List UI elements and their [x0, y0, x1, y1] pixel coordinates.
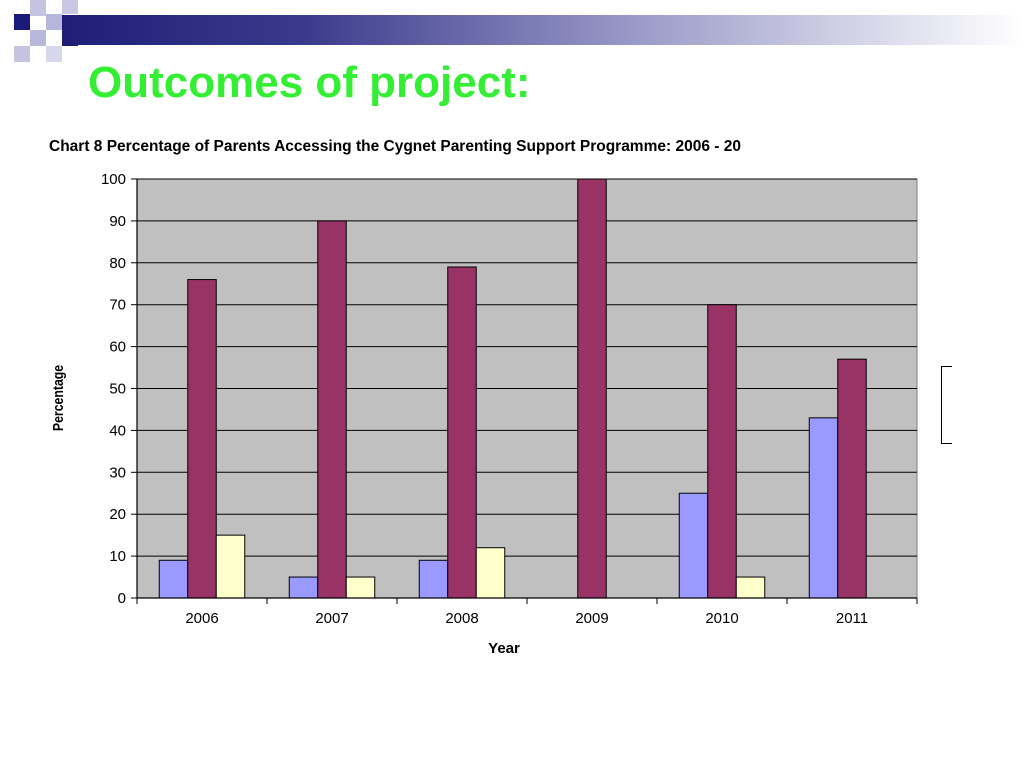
bar-2008-series-1 [418, 559, 449, 599]
bar-2008-series-2 [447, 266, 477, 599]
bar-2009-series-2 [577, 178, 607, 599]
bar-2006-series-2 [187, 279, 217, 599]
x-tick-label: 2007 [315, 610, 348, 627]
gridlines [137, 178, 917, 557]
y-tick-label: 40 [109, 422, 126, 439]
x-tick-label: 2010 [705, 610, 738, 627]
logo-square-light-1 [30, 0, 46, 16]
bar-2007-series-2 [317, 220, 347, 599]
y-tick-label: 30 [109, 464, 126, 481]
x-tick-label: 2006 [185, 610, 218, 627]
bar-2007-series-1 [288, 576, 319, 599]
bar-2011-series-1 [808, 417, 839, 599]
y-tick-label: 90 [109, 213, 126, 230]
y-tick-label: 20 [109, 506, 126, 523]
y-tick-label: 10 [109, 548, 126, 565]
bar-2010-series-1 [678, 492, 709, 599]
y-tick-label: 80 [109, 255, 126, 272]
logo-square-light-3 [62, 0, 78, 14]
x-tick-labels: 2006 2007 2008 2009 2010 2011 [136, 598, 918, 627]
y-axis-label: Percentage [50, 365, 66, 432]
bar-2010-series-3 [735, 576, 766, 599]
y-tick-label: 0 [118, 590, 126, 607]
y-tick-label: 70 [109, 297, 126, 314]
bar-2011-series-2 [837, 358, 867, 599]
logo-square-dark-1 [14, 14, 30, 30]
x-tick-label: 2008 [445, 610, 478, 627]
logo-square-light-5 [14, 46, 30, 62]
bar-2008-series-3 [475, 547, 506, 599]
bars [158, 178, 867, 599]
bar-2010-series-2 [707, 304, 737, 599]
y-tick-labels: 0 10 20 30 40 50 60 70 80 90 100 [101, 171, 137, 607]
logo-square-light-6 [46, 46, 62, 62]
y-tick-label: 100 [101, 171, 126, 188]
bar-2007-series-3 [345, 576, 376, 599]
bar-2006-series-3 [215, 534, 246, 599]
y-tick-label: 50 [109, 381, 126, 398]
logo-square-light-4 [30, 30, 46, 46]
bar-2006-series-1 [158, 559, 189, 599]
y-tick-label: 60 [109, 339, 126, 356]
logo-square-light-2 [46, 14, 62, 30]
header-gradient-bar [62, 15, 1024, 45]
x-tick-label: 2009 [575, 610, 608, 627]
x-axis-label: Year [488, 640, 520, 657]
x-tick-label: 2011 [836, 610, 868, 627]
chart-title: Chart 8 Percentage of Parents Accessing … [49, 138, 741, 155]
legend-box [941, 366, 952, 444]
slide-title: Outcomes of project: [88, 58, 531, 107]
